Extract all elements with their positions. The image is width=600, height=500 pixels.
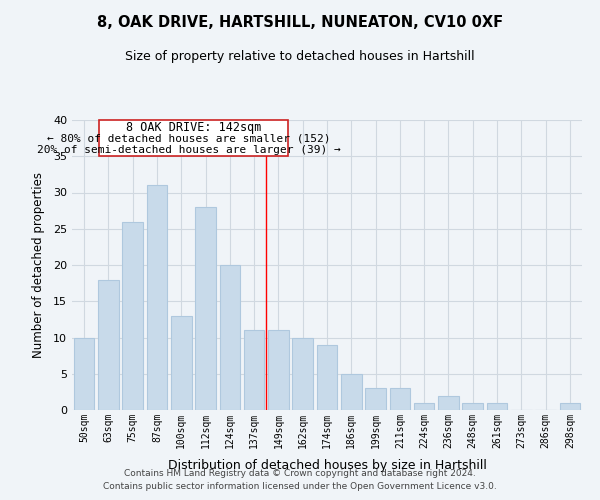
Bar xyxy=(389,388,410,410)
Y-axis label: Number of detached properties: Number of detached properties xyxy=(32,172,44,358)
X-axis label: Distribution of detached houses by size in Hartshill: Distribution of detached houses by size … xyxy=(167,459,487,472)
Bar xyxy=(74,338,94,410)
Bar xyxy=(438,396,459,410)
Bar xyxy=(487,403,508,410)
Bar xyxy=(171,316,191,410)
Bar xyxy=(146,185,167,410)
Text: 20% of semi-detached houses are larger (39) →: 20% of semi-detached houses are larger (… xyxy=(37,144,340,154)
Bar xyxy=(220,265,240,410)
Text: Contains public sector information licensed under the Open Government Licence v3: Contains public sector information licen… xyxy=(103,482,497,491)
Text: ← 80% of detached houses are smaller (152): ← 80% of detached houses are smaller (15… xyxy=(47,133,331,143)
Bar xyxy=(341,374,362,410)
Bar xyxy=(317,345,337,410)
Bar xyxy=(98,280,119,410)
Text: 8 OAK DRIVE: 142sqm: 8 OAK DRIVE: 142sqm xyxy=(126,120,261,134)
Text: 8, OAK DRIVE, HARTSHILL, NUNEATON, CV10 0XF: 8, OAK DRIVE, HARTSHILL, NUNEATON, CV10 … xyxy=(97,15,503,30)
Bar xyxy=(560,403,580,410)
Bar xyxy=(195,207,216,410)
Text: Contains HM Land Registry data © Crown copyright and database right 2024.: Contains HM Land Registry data © Crown c… xyxy=(124,468,476,477)
Bar xyxy=(414,403,434,410)
Bar xyxy=(122,222,143,410)
Bar xyxy=(268,330,289,410)
Bar xyxy=(244,330,265,410)
FancyBboxPatch shape xyxy=(99,120,288,156)
Bar xyxy=(292,338,313,410)
Bar xyxy=(463,403,483,410)
Bar xyxy=(365,388,386,410)
Text: Size of property relative to detached houses in Hartshill: Size of property relative to detached ho… xyxy=(125,50,475,63)
